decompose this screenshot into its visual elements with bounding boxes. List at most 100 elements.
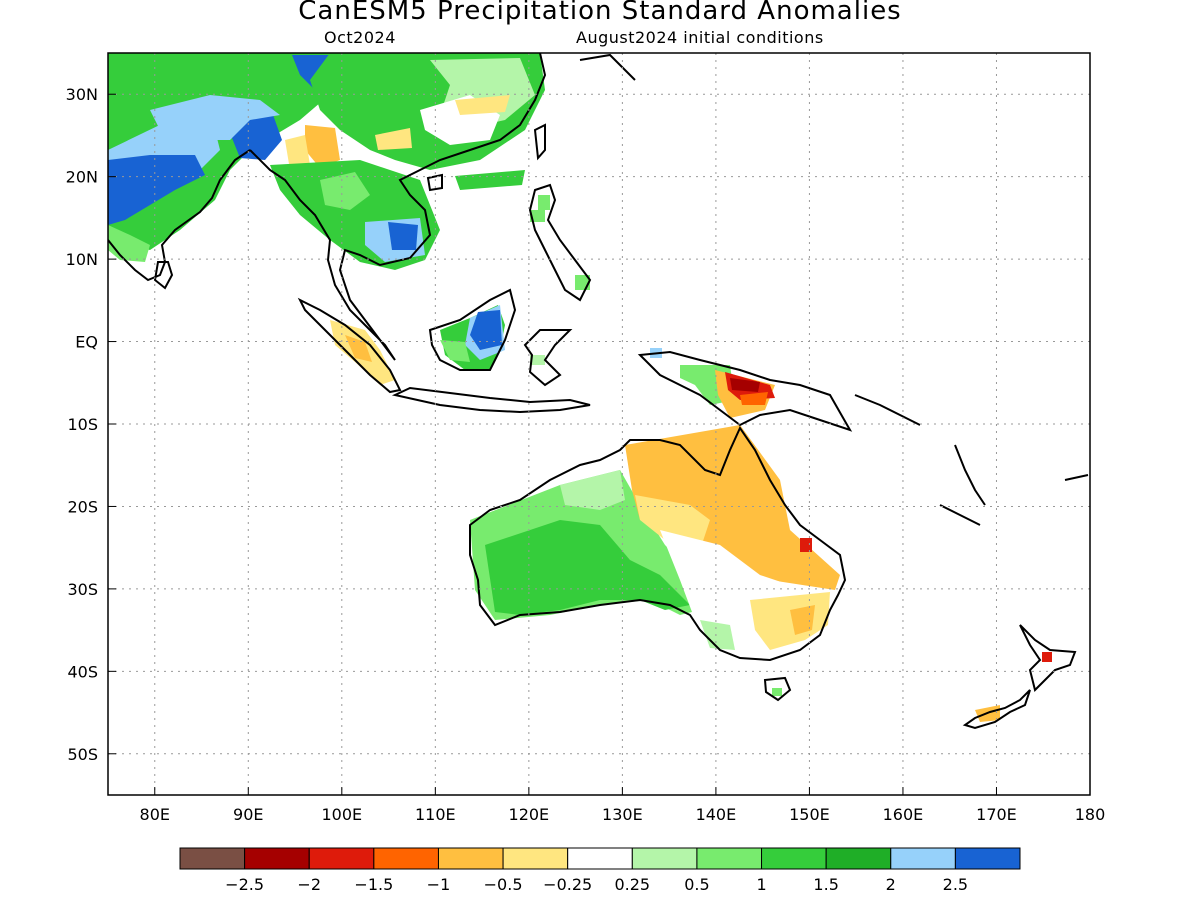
coast-solomons <box>854 394 921 426</box>
lat-tick-label: EQ <box>75 333 98 352</box>
coast-sumatra <box>297 297 402 394</box>
colorbar-label: 1.5 <box>813 875 838 894</box>
anomaly-australia-nw-light <box>560 470 625 510</box>
colorbar-swatch <box>696 847 763 870</box>
anomaly-philippines-1 <box>538 195 550 210</box>
colorbar-swatch <box>373 847 439 870</box>
anomaly-china-yellow <box>455 95 510 115</box>
coast-tasmania <box>763 676 792 702</box>
coast-sulawesi <box>523 329 573 387</box>
anomaly-australia-white <box>660 530 800 645</box>
coast-vanuatu <box>954 444 986 506</box>
anomaly-myanmar-pale <box>285 135 310 170</box>
graticule <box>108 53 1090 795</box>
map-frame <box>107 52 1091 796</box>
colorbar-swatch <box>502 847 569 870</box>
colorbar-label: 2.5 <box>943 875 968 894</box>
coast-nz-south <box>962 689 1031 730</box>
anomaly-nz-north <box>1042 652 1052 662</box>
lon-tick-label: 130E <box>602 805 643 824</box>
colorbar-swatch <box>308 847 375 870</box>
anomaly-australia-southeast <box>750 592 830 650</box>
anomaly-myanmar <box>305 125 340 168</box>
lat-tick-label: 30S <box>67 580 98 599</box>
forecast-month: Oct2024 <box>324 28 396 47</box>
colorbar-label: 0.25 <box>614 875 650 894</box>
coast-fiji <box>1064 474 1089 481</box>
colorbar-swatch <box>890 847 956 870</box>
coast-hainan <box>426 173 443 192</box>
lon-tick-label: 100E <box>321 805 362 824</box>
colorbar-label: 1 <box>756 875 766 894</box>
colorbar-swatch <box>761 847 827 870</box>
lon-tick-label: 150E <box>789 805 830 824</box>
coast-japan <box>579 53 636 81</box>
anomaly-vietnam-green <box>455 170 525 190</box>
anomaly-australia-east-red <box>800 538 812 552</box>
initial-conditions: August2024 initial conditions <box>576 28 824 47</box>
axis-ticks: 30N 20N 10N EQ 10S 20S 30S 40S 50S 80E 90E 100E 110E… <box>66 85 1106 824</box>
lon-tick-label: 170E <box>976 805 1017 824</box>
colorbar-swatch <box>437 847 504 870</box>
colorbar-swatch <box>244 847 310 870</box>
lat-tick-label: 30N <box>66 85 98 104</box>
lon-tick-label: 140E <box>696 805 737 824</box>
lat-tick-label: 50S <box>67 745 98 764</box>
anomaly-borneo <box>470 310 502 350</box>
lat-tick-label: 20N <box>66 168 98 187</box>
anomaly-china-light <box>150 95 280 140</box>
lon-tick-label: 80E <box>140 805 170 824</box>
coast-australia <box>469 425 847 662</box>
anomaly-tasmania <box>772 688 782 696</box>
lon-tick-label: 90E <box>233 805 263 824</box>
colorbar-label: −2.5 <box>225 875 264 894</box>
colorbar-swatch <box>954 847 1021 870</box>
colorbar-swatch <box>825 847 892 870</box>
colorbar-label: −0.25 <box>543 875 592 894</box>
anomaly-borneo-pale <box>440 340 470 362</box>
anomaly-australia-north <box>625 425 840 590</box>
colorbar-label: −1.5 <box>354 875 393 894</box>
anomaly-newguinea-dark <box>730 378 760 392</box>
colorbar-swatch <box>179 847 246 870</box>
anomaly-philippines-2 <box>530 210 545 222</box>
colorbar-label: −0.5 <box>484 875 523 894</box>
anomaly-newguinea-darkorange <box>740 392 768 405</box>
lat-tick-label: 40S <box>67 662 98 681</box>
coast-new-guinea <box>637 350 853 432</box>
lon-tick-label: 160E <box>883 805 924 824</box>
anomaly-australia-southeast-dark <box>790 605 815 635</box>
colorbar-label: −1 <box>427 875 451 894</box>
colorbar-swatch <box>631 847 698 870</box>
coastlines <box>108 53 1089 730</box>
coast-new-caledonia <box>939 504 981 526</box>
colorbar-swatch <box>567 847 633 870</box>
lat-tick-label: 20S <box>67 497 98 516</box>
lon-tick-label: 120E <box>509 805 550 824</box>
anomaly-indochina-light <box>320 172 370 210</box>
colorbar <box>179 847 1021 870</box>
coast-java <box>391 386 591 414</box>
lat-tick-label: 10N <box>66 250 98 269</box>
map-title: CanESM5 Precipitation Standard Anomalies <box>298 0 902 26</box>
lon-tick-label: 180 <box>1075 805 1106 824</box>
colorbar-label: −2 <box>297 875 321 894</box>
anomaly-australia-west-dark <box>485 520 690 615</box>
coast-philippines <box>528 183 592 302</box>
coast-taiwan <box>533 123 546 161</box>
anomaly-east-india <box>108 155 205 225</box>
lat-tick-label: 10S <box>67 415 98 434</box>
anomaly-china-yellow2 <box>375 128 412 150</box>
coast-borneo <box>428 288 517 371</box>
colorbar-label: 0.5 <box>684 875 709 894</box>
anomaly-sulawesi <box>530 355 545 365</box>
anomaly-fills <box>108 53 1052 722</box>
anomaly-australia-sw-light <box>700 620 735 650</box>
colorbar-labels: −2.5 −2 −1.5 −1 −0.5 −0.25 0.25 0.5 1 1.5 2 2.5 <box>225 875 968 894</box>
anomaly-sumatra-dark <box>345 335 372 362</box>
anomaly-cambodia <box>388 222 418 250</box>
lon-tick-label: 110E <box>415 805 456 824</box>
coast-sri-lanka <box>153 261 174 290</box>
coast-india <box>108 149 251 282</box>
